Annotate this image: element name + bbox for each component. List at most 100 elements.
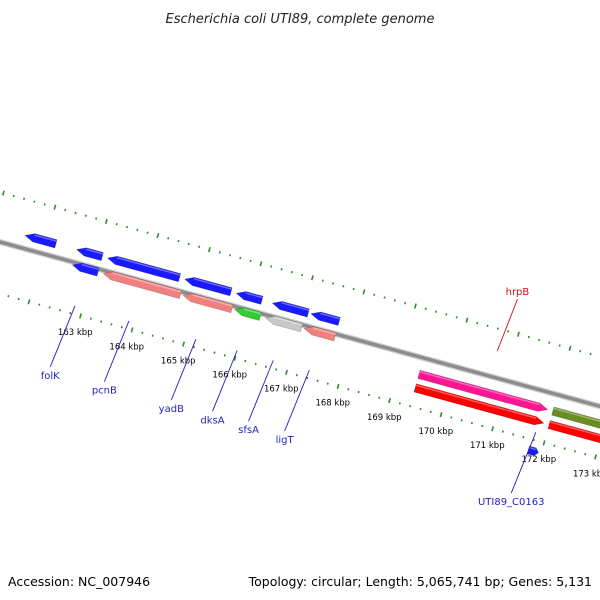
inner-tick <box>306 376 309 380</box>
outer-tick <box>579 350 582 353</box>
inner-tick <box>336 383 340 390</box>
inner-tick <box>172 340 175 343</box>
feature-highlight <box>553 407 600 422</box>
feature-highlight <box>415 384 537 419</box>
outer-tick <box>239 256 242 260</box>
outer-tick <box>187 242 190 246</box>
outer-tick <box>445 313 448 316</box>
scale-label: 172 kbp <box>521 455 556 465</box>
outer-tick <box>146 231 149 234</box>
outer-tick <box>218 251 221 254</box>
outer-tick <box>125 225 129 229</box>
outer-tick <box>280 268 283 271</box>
genome-summary-text: Topology: circular; Length: 5,065,741 bp… <box>248 574 592 589</box>
feature-arrow <box>102 271 182 300</box>
inner-tick <box>409 405 412 408</box>
inner-tick <box>244 359 247 363</box>
gene-leader-line <box>103 320 130 382</box>
inner-tick <box>120 326 123 329</box>
feature-highlight <box>245 292 263 299</box>
inner-tick <box>141 331 144 335</box>
gene-leader-line <box>212 350 238 412</box>
scale-labels: 163 kbp 164 kbp 165 kbp 166 kbp 167 kbp 168 k… <box>58 328 600 479</box>
inner-tick <box>285 369 288 375</box>
inner-tick <box>512 433 515 436</box>
inner-tick <box>553 444 556 447</box>
outer-tick <box>1 190 5 196</box>
feature-arrow <box>310 311 341 326</box>
inner-tick <box>7 294 10 298</box>
inner-tick <box>594 454 598 460</box>
feature-arrow <box>184 277 233 297</box>
inner-tick <box>460 419 463 422</box>
inner-tick <box>326 382 329 385</box>
outer-tick <box>362 289 366 295</box>
outer-tick <box>270 265 273 268</box>
inner-tick <box>151 334 154 337</box>
outer-tick <box>435 310 438 313</box>
inner-tick <box>38 303 41 306</box>
inner-tick <box>501 430 504 433</box>
feature-arrow <box>271 301 310 318</box>
gene-leader-line <box>170 339 197 401</box>
feature-arrow <box>417 369 549 412</box>
inner-tick <box>48 306 51 309</box>
feature-arrow <box>24 233 58 249</box>
outer-tick <box>95 217 98 220</box>
feature-highlight <box>281 302 310 312</box>
gene-label: sfsA <box>238 425 259 436</box>
outer-tick <box>527 335 530 339</box>
inner-tick <box>295 373 298 377</box>
outer-tick <box>12 194 15 198</box>
feature-highlight <box>85 248 104 255</box>
inner-tick <box>347 388 350 391</box>
outer-tick <box>476 321 479 325</box>
backbone <box>0 238 600 410</box>
outer-tick <box>177 239 180 243</box>
feature-highlight <box>313 327 336 335</box>
feature-highlight <box>549 421 600 437</box>
inner-tick <box>419 407 422 411</box>
inner-tick <box>223 354 226 357</box>
outer-tick <box>538 338 541 342</box>
feature-arrow <box>233 307 262 321</box>
outer-tick <box>228 254 232 257</box>
inner-tick <box>491 426 494 432</box>
outer-tick <box>64 208 67 212</box>
inner-tick <box>439 412 443 418</box>
inner-tick <box>161 337 164 340</box>
outer-tick <box>373 293 376 296</box>
outer-tick <box>393 299 396 302</box>
inner-tick <box>367 393 370 397</box>
gene-label: dksA <box>200 415 224 426</box>
scale-label: 171 kbp <box>470 441 505 451</box>
inner-tick <box>110 323 113 326</box>
inner-tick <box>542 440 546 446</box>
outer-tick <box>104 218 108 225</box>
outer-tick <box>84 214 87 217</box>
gene-leader-line <box>510 432 537 494</box>
inner-tick <box>182 341 185 347</box>
outer-tick <box>568 345 572 351</box>
gene-label: pcnB <box>92 386 117 397</box>
inner-tick <box>584 452 587 456</box>
inner-tick <box>89 317 92 320</box>
outer-tick <box>558 344 561 347</box>
outer-tick <box>74 211 77 215</box>
outer-tick <box>496 327 499 330</box>
inner-tick <box>573 450 577 453</box>
outer-tick <box>424 307 427 311</box>
feature-highlight <box>34 234 57 242</box>
inner-tick <box>481 424 484 428</box>
inner-tick <box>17 297 20 301</box>
outer-tick <box>311 275 314 281</box>
outer-tick <box>259 261 263 267</box>
inner-tick <box>522 436 525 439</box>
outer-tick <box>383 296 386 299</box>
inner-tick <box>532 438 535 442</box>
scale-label: 165 kbp <box>161 356 196 366</box>
outer-tick <box>332 282 335 285</box>
inner-tick <box>130 327 134 333</box>
inner-tick <box>388 397 391 404</box>
inner-tick <box>254 362 257 366</box>
